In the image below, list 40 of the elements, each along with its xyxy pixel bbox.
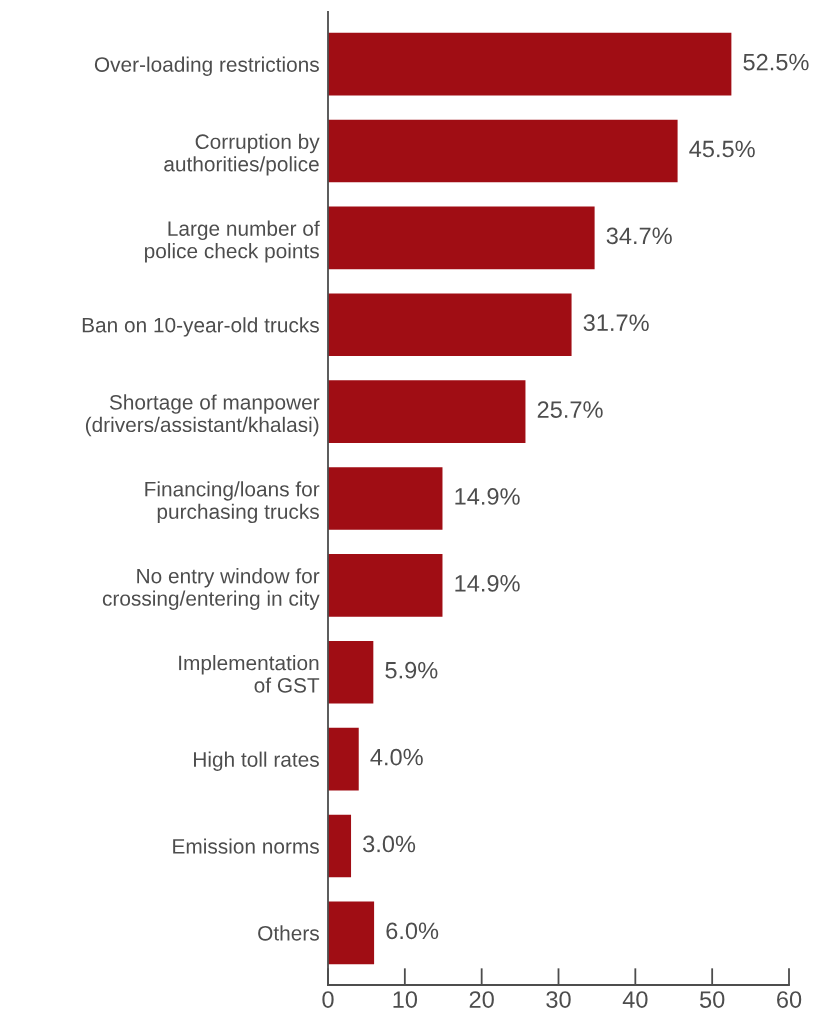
bar (328, 554, 443, 617)
x-tick-label: 20 (469, 991, 494, 1008)
data-label: 25.7% (537, 401, 603, 418)
y-tick-label: Financing/loans for purchasing trucks (145, 481, 320, 524)
bar (328, 293, 572, 357)
y-tick-label: Large number of police check points (145, 220, 320, 263)
bar (328, 119, 678, 183)
bar (328, 380, 526, 443)
y-tick-label: Over-loading restrictions (94, 56, 319, 76)
y-tick-label: High toll rates (194, 751, 319, 771)
x-tick-label: 50 (699, 991, 725, 1008)
data-label: 6.0% (386, 922, 439, 940)
data-label: 31.7% (583, 314, 649, 332)
data-label: 4.0% (370, 748, 423, 766)
bar (328, 901, 375, 965)
data-label: 52.5% (743, 53, 809, 71)
y-tick-label: Others (258, 925, 319, 941)
x-tick-label: 60 (777, 991, 802, 1008)
data-label: 3.0% (363, 835, 416, 853)
y-tick-label: No entry window for crossing/entering in city (102, 568, 320, 610)
bar (328, 206, 595, 270)
x-tick-label: 0 (322, 991, 334, 1008)
y-tick-label: Ban on 10-year-old trucks (82, 317, 319, 337)
x-tick-label: 40 (622, 991, 648, 1008)
bar (328, 640, 374, 704)
x-tick-label: 30 (546, 991, 571, 1008)
data-label: 14.9% (455, 488, 520, 505)
bar (328, 814, 352, 878)
x-tick-label: 10 (393, 991, 418, 1008)
data-label: 45.5% (689, 140, 755, 158)
y-tick-label: Emission norms (173, 838, 319, 854)
data-label: 5.9% (385, 661, 438, 679)
y-tick-label: Corruption by authorities/police (164, 133, 320, 176)
bar (328, 32, 732, 96)
data-label: 34.7% (606, 227, 672, 245)
bar (328, 467, 443, 530)
y-tick-label: Implementation of GST (179, 654, 320, 693)
data-label: 14.9% (455, 574, 520, 592)
y-tick-label: Shortage of manpower (drivers/assistant/khalasi) (85, 394, 320, 437)
bar (328, 727, 359, 791)
